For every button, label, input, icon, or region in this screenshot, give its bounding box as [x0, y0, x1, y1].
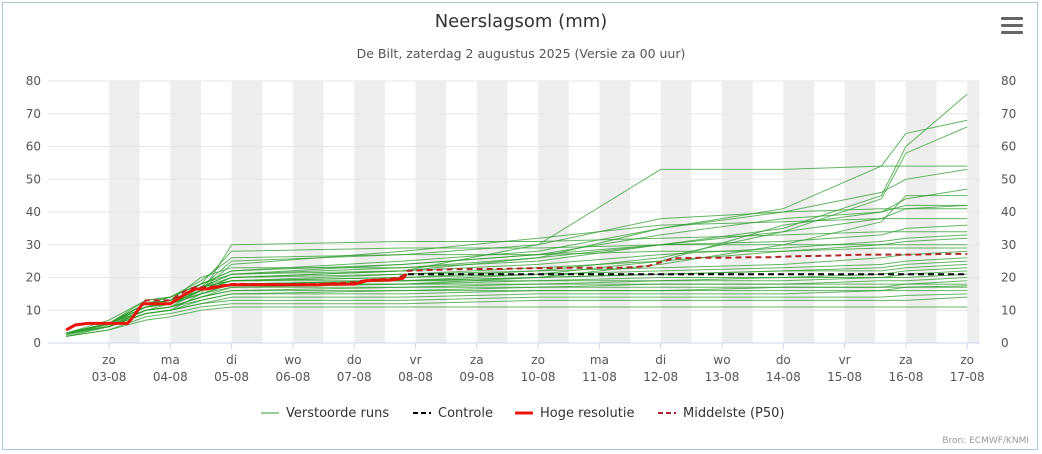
y-tick-left-0: 0 [33, 336, 41, 350]
x-tick-day-1: ma [161, 353, 180, 367]
x-tick-day-9: di [655, 353, 666, 367]
chart-title: Neerslagsom (mm) [435, 11, 608, 32]
x-tick-date-0: 03-08 [92, 370, 127, 384]
y-tick-right-70: 70 [1001, 107, 1016, 121]
y-tick-right-50: 50 [1001, 172, 1016, 186]
y-tick-left-30: 30 [26, 238, 41, 252]
x-tick-day-0: zo [102, 353, 116, 367]
legend-label-0[interactable]: Verstoorde runs [286, 406, 389, 421]
x-tick-date-11: 14-08 [766, 370, 801, 384]
x-tick-day-14: zo [960, 353, 974, 367]
x-tick-day-4: do [347, 353, 362, 367]
ensemble-run-24 [66, 285, 968, 334]
x-tick-day-8: ma [590, 353, 609, 367]
x-tick-date-2: 05-08 [214, 370, 249, 384]
x-tick-date-8: 11-08 [582, 370, 617, 384]
chart-credit[interactable]: Bron: ECMWF/KNMI [942, 436, 1029, 446]
x-tick-date-4: 07-08 [337, 370, 372, 384]
y-tick-left-50: 50 [26, 172, 41, 186]
y-axis-left: 0 10 20 30 40 50 60 70 80 [26, 74, 41, 350]
x-tick-date-5: 08-08 [398, 370, 433, 384]
ensemble-run-29 [66, 306, 968, 337]
x-tick-day-6: za [470, 353, 484, 367]
legend-label-1[interactable]: Controle [438, 406, 493, 421]
y-tick-right-30: 30 [1001, 238, 1016, 252]
x-tick-date-7: 10-08 [521, 370, 556, 384]
y-axis-right: 0 10 20 30 40 50 60 70 80 [1001, 74, 1016, 350]
x-tick-day-10: wo [713, 353, 730, 367]
precipitation-chart: Neerslagsom (mm) De Bilt, zaterdag 2 aug… [26, 11, 1029, 446]
x-tick-day-2: di [226, 353, 237, 367]
y-tick-left-10: 10 [26, 303, 41, 317]
x-tick-date-3: 06-08 [275, 370, 310, 384]
legend-label-2[interactable]: Hoge resolutie [540, 406, 634, 421]
x-tick-date-12: 15-08 [827, 370, 862, 384]
ensemble-run-21 [65, 277, 968, 334]
legend[interactable]: Verstoorde runs Controle Hoge resolutie Mid… [261, 406, 784, 421]
x-tick-date-1: 04-08 [153, 370, 188, 384]
y-tick-right-60: 60 [1001, 140, 1016, 154]
ensemble-lines [65, 93, 968, 337]
x-tick-date-10: 13-08 [705, 370, 740, 384]
y-tick-left-70: 70 [26, 107, 41, 121]
x-tick-day-3: wo [284, 353, 301, 367]
y-tick-right-20: 20 [1001, 271, 1016, 285]
x-tick-day-13: za [899, 353, 913, 367]
y-tick-left-20: 20 [26, 271, 41, 285]
x-tick-date-6: 09-08 [459, 370, 494, 384]
main-series-lines [65, 252, 968, 332]
y-tick-right-10: 10 [1001, 303, 1016, 317]
x-tick-date-9: 12-08 [643, 370, 678, 384]
x-tick-day-5: vr [409, 353, 421, 367]
x-tick-day-7: zo [531, 353, 545, 367]
x-tick-date-14: 17-08 [950, 370, 985, 384]
series-hoge-resolutie [65, 273, 408, 332]
x-tick-day-11: do [776, 353, 791, 367]
hamburger-menu-icon[interactable] [1001, 17, 1023, 37]
x-axis: zo 03-08 ma 04-08 di 05-08 wo 06-08 do 07-08 vr 08-… [48, 342, 985, 384]
ensemble-run-28 [66, 296, 968, 337]
y-tick-left-40: 40 [26, 205, 41, 219]
y-tick-left-80: 80 [26, 74, 41, 88]
ensemble-run-27 [66, 293, 968, 336]
x-tick-day-12: vr [839, 353, 851, 367]
y-tick-right-0: 0 [1001, 336, 1009, 350]
ensemble-run-4 [65, 168, 968, 334]
y-tick-right-40: 40 [1001, 205, 1016, 219]
y-tick-left-60: 60 [26, 140, 41, 154]
ensemble-run-32 [65, 195, 968, 334]
legend-label-3[interactable]: Middelste (P50) [683, 406, 784, 421]
x-tick-date-13: 16-08 [888, 370, 923, 384]
y-tick-right-80: 80 [1001, 74, 1016, 88]
chart-subtitle: De Bilt, zaterdag 2 augustus 2025 (Versi… [357, 46, 686, 61]
